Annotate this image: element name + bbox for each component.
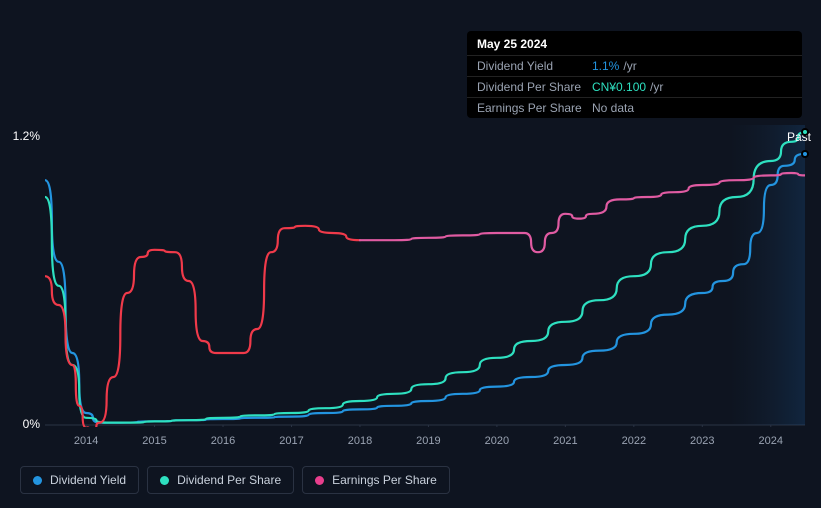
legend-dot-icon xyxy=(315,476,324,485)
x-axis-label: 2024 xyxy=(759,435,783,447)
x-axis-label: 2020 xyxy=(485,435,509,447)
tooltip-row-value: 1.1% xyxy=(592,59,619,73)
tooltip-row-unit: /yr xyxy=(650,80,663,94)
series-dividend-yield xyxy=(45,154,805,423)
x-axis-label: 2023 xyxy=(690,435,714,447)
chart-container: May 25 2024 Dividend Yield1.1%/yrDividen… xyxy=(0,0,821,508)
x-axis-label: 2022 xyxy=(622,435,646,447)
legend-item[interactable]: Dividend Yield xyxy=(20,466,139,494)
tooltip-row-label: Dividend Yield xyxy=(477,59,592,73)
legend-label: Dividend Per Share xyxy=(177,473,281,487)
x-axis-label: 2021 xyxy=(553,435,577,447)
line-chart xyxy=(45,125,805,427)
series-end-marker xyxy=(801,128,809,136)
x-axis-label: 2017 xyxy=(279,435,303,447)
tooltip-row-unit: /yr xyxy=(623,59,636,73)
tooltip-row-label: Dividend Per Share xyxy=(477,80,592,94)
chart-fade xyxy=(729,125,805,425)
tooltip-row-value: CN¥0.100 xyxy=(592,80,646,94)
tooltip-row: Earnings Per ShareNo data xyxy=(467,97,802,118)
tooltip-date: May 25 2024 xyxy=(467,31,802,55)
x-axis-label: 2019 xyxy=(416,435,440,447)
y-axis-label: 1.2% xyxy=(0,129,40,143)
legend-dot-icon xyxy=(160,476,169,485)
legend-item[interactable]: Earnings Per Share xyxy=(302,466,450,494)
x-axis-label: 2018 xyxy=(348,435,372,447)
tooltip-row-label: Earnings Per Share xyxy=(477,101,592,115)
chart-tooltip: May 25 2024 Dividend Yield1.1%/yrDividen… xyxy=(467,31,802,118)
legend: Dividend Yield Dividend Per Share Earnings… xyxy=(20,466,450,494)
x-axis-label: 2014 xyxy=(74,435,98,447)
legend-dot-icon xyxy=(33,476,42,485)
x-axis-label: 2016 xyxy=(211,435,235,447)
tooltip-row-value: No data xyxy=(592,101,634,115)
legend-item[interactable]: Dividend Per Share xyxy=(147,466,294,494)
series-earnings-per-share xyxy=(45,226,360,427)
tooltip-row: Dividend Per ShareCN¥0.100/yr xyxy=(467,76,802,97)
series-end-marker xyxy=(801,150,809,158)
x-axis-label: 2015 xyxy=(142,435,166,447)
tooltip-row: Dividend Yield1.1% /yr xyxy=(467,55,802,76)
series-dividend-per-share xyxy=(45,132,805,422)
legend-label: Dividend Yield xyxy=(50,473,126,487)
legend-label: Earnings Per Share xyxy=(332,473,437,487)
y-axis-label: 0% xyxy=(0,417,40,431)
